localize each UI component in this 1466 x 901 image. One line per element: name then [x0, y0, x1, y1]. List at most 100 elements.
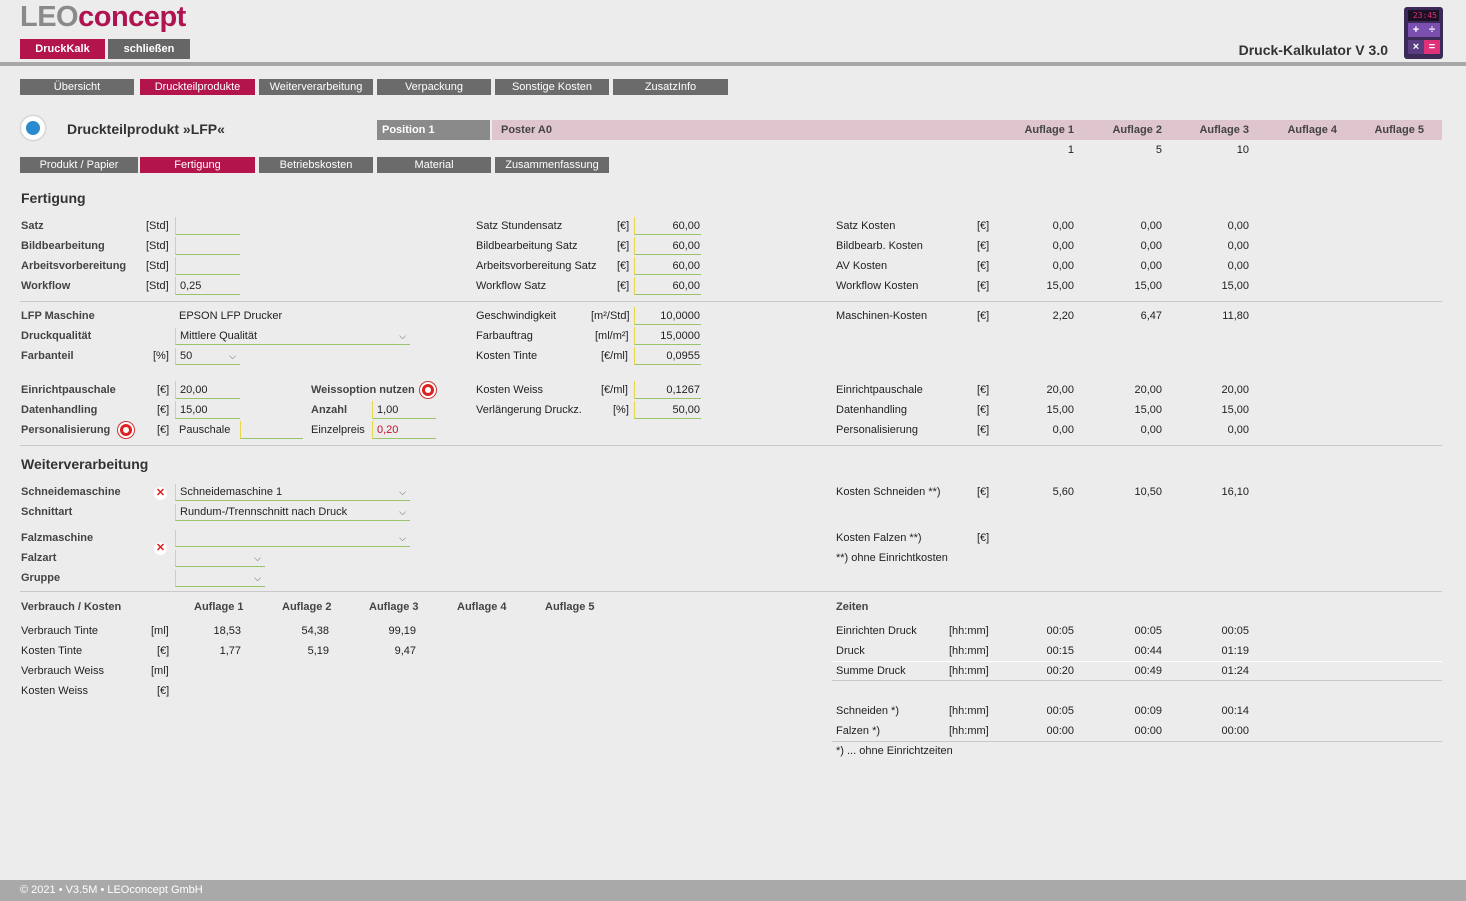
- chevron-down-icon: ⌵: [399, 507, 406, 517]
- druck-zeit-3: 01:19: [1221, 645, 1249, 657]
- auflage-header-4: Auflage 4: [1287, 124, 1337, 136]
- tab-fertigung[interactable]: Fertigung: [140, 157, 255, 173]
- tab-weiterverarbeitung[interactable]: Weiterverarbeitung: [259, 79, 373, 95]
- druckkalk-button[interactable]: DruckKalk: [20, 39, 105, 59]
- remove-falzmaschine-icon[interactable]: ✕: [154, 542, 167, 555]
- satz-stundensatz-input[interactable]: 60,00: [634, 217, 701, 235]
- kosten-weiss-input[interactable]: 0,1267: [634, 381, 701, 399]
- schneidemaschine-select[interactable]: Schneidemaschine 1 ⌵: [175, 484, 410, 501]
- satz-kosten-3: 0,00: [1227, 220, 1249, 232]
- tab-sonstige-kosten[interactable]: Sonstige Kosten: [495, 79, 609, 95]
- falzen-zeit-unit: [hh:mm]: [949, 725, 989, 737]
- tab-verpackung[interactable]: Verpackung: [377, 79, 491, 95]
- druck-zeit-2: 00:44: [1134, 645, 1162, 657]
- close-button[interactable]: schließen: [108, 39, 190, 59]
- personalisierung-input[interactable]: [240, 421, 303, 439]
- auflage-header-1: Auflage 1: [1024, 124, 1074, 136]
- bildbearbeitung-input[interactable]: [175, 237, 240, 255]
- einzelpreis-input[interactable]: 0,20: [372, 421, 436, 439]
- tab-uebersicht[interactable]: Übersicht: [20, 79, 134, 95]
- kosten-tinte-label: Kosten Tinte: [476, 350, 538, 362]
- r-einrichtpauschale-2: 20,00: [1134, 384, 1162, 396]
- auflage-header-5: Auflage 5: [1374, 124, 1424, 136]
- satz-unit: [Std]: [146, 220, 169, 232]
- verbrauch-weiss-unit: [ml]: [151, 665, 169, 677]
- chevron-down-icon: ⌵: [399, 487, 406, 497]
- einrichten-druck-label: Einrichten Druck: [836, 625, 917, 637]
- weissoption-toggle-icon[interactable]: [420, 382, 436, 398]
- r-personalisierung-label: Personalisierung: [836, 424, 918, 436]
- farbanteil-unit: [%]: [153, 350, 169, 362]
- summe-druck-unit: [hh:mm]: [949, 665, 989, 677]
- divider: [20, 445, 1442, 446]
- tab-zusammenfassung[interactable]: Zusammenfassung: [495, 157, 609, 173]
- kosten-weiss-row-unit: [€]: [157, 685, 170, 697]
- schnittart-label: Schnittart: [21, 506, 73, 518]
- divide-key-icon: ÷: [1424, 23, 1440, 37]
- position-button[interactable]: Position 1: [377, 120, 490, 140]
- druck-zeit-1: 00:15: [1046, 645, 1074, 657]
- maschinen-kosten-unit: [€]: [977, 310, 990, 322]
- remove-schneidemaschine-icon[interactable]: ✕: [154, 487, 167, 500]
- arbeitsvorbereitung-unit: [Std]: [146, 260, 169, 272]
- druckqualitaet-select[interactable]: Mittlere Qualität ⌵: [175, 328, 410, 345]
- farbauftrag-input[interactable]: 15,0000: [634, 327, 701, 345]
- datenhandling-label: Datenhandling: [21, 404, 98, 416]
- summe-druck-1: 00:20: [1046, 665, 1074, 677]
- auflage-value-3[interactable]: 10: [1236, 144, 1249, 156]
- satz-stundensatz-label: Satz Stundensatz: [476, 220, 563, 232]
- arbeitsvorbereitung-satz-input[interactable]: 60,00: [634, 257, 701, 275]
- schneidemaschine-value: Schneidemaschine 1: [180, 486, 283, 498]
- falzmaschine-select[interactable]: ⌵: [175, 530, 410, 547]
- r-datenhandling-2: 15,00: [1134, 404, 1162, 416]
- gruppe-select[interactable]: ⌵: [175, 570, 265, 587]
- kosten-tinte-input[interactable]: 0,0955: [634, 347, 701, 365]
- satz-input[interactable]: [175, 217, 240, 235]
- personalisierung-toggle-icon[interactable]: [118, 422, 134, 438]
- divider: [20, 301, 1442, 302]
- falzmaschine-label: Falzmaschine: [21, 532, 94, 544]
- section-title-weiterverarbeitung: Weiterverarbeitung: [21, 456, 149, 472]
- verbrauch-header-2: Auflage 2: [282, 601, 332, 613]
- tab-betriebskosten[interactable]: Betriebskosten: [259, 157, 373, 173]
- tab-produkt-papier[interactable]: Produkt / Papier: [20, 157, 138, 173]
- falzart-select[interactable]: ⌵: [175, 550, 265, 567]
- schnittart-select[interactable]: Rundum-/Trennschnitt nach Druck ⌵: [175, 504, 410, 521]
- einrichtpauschale-unit: [€]: [157, 384, 170, 396]
- gruppe-label: Gruppe: [21, 572, 61, 584]
- kosten-tinte-2: 5,19: [307, 645, 329, 657]
- lfp-maschine-label: LFP Maschine: [21, 310, 95, 322]
- equals-key-icon: =: [1424, 40, 1440, 54]
- workflow-satz-input[interactable]: 60,00: [634, 277, 701, 295]
- av-kosten-unit: [€]: [977, 260, 990, 272]
- back-icon[interactable]: [21, 116, 45, 140]
- maschinen-kosten-3: 11,80: [1222, 310, 1249, 322]
- kosten-schneiden-1: 5,60: [1052, 486, 1074, 498]
- av-kosten-3: 0,00: [1227, 260, 1249, 272]
- auflage-value-1[interactable]: 1: [1067, 144, 1074, 156]
- workflow-input[interactable]: 0,25: [175, 277, 240, 295]
- r-einrichtpauschale-3: 20,00: [1221, 384, 1249, 396]
- personalisierung-mode: Pauschale: [179, 424, 231, 436]
- auflage-value-2[interactable]: 5: [1155, 144, 1162, 156]
- verlaengerung-input[interactable]: 50,00: [634, 401, 701, 419]
- workflow-kosten-label: Workflow Kosten: [836, 280, 919, 292]
- kosten-schneiden-3: 16,10: [1221, 486, 1249, 498]
- verbrauch-header-5: Auflage 5: [545, 601, 595, 613]
- av-kosten-2: 0,00: [1140, 260, 1162, 272]
- einrichten-druck-unit: [hh:mm]: [949, 625, 989, 637]
- geschwindigkeit-unit: [m²/Std]: [591, 310, 630, 322]
- verbrauch-tinte-3: 99,19: [388, 625, 416, 637]
- geschwindigkeit-input[interactable]: 10,0000: [634, 307, 701, 325]
- anzahl-input[interactable]: 1,00: [372, 401, 436, 419]
- datenhandling-input[interactable]: 15,00: [175, 401, 240, 419]
- tab-druckteilprodukte[interactable]: Druckteilprodukte: [140, 79, 255, 95]
- bildbearbeitung-satz-input[interactable]: 60,00: [634, 237, 701, 255]
- kosten-weiss-row-label: Kosten Weiss: [21, 685, 89, 697]
- personalisierung-unit: [€]: [157, 424, 170, 436]
- tab-zusatzinfo[interactable]: ZusatzInfo: [613, 79, 728, 95]
- arbeitsvorbereitung-input[interactable]: [175, 257, 240, 275]
- farbanteil-select[interactable]: 50 ⌵: [175, 348, 240, 365]
- einrichtpauschale-input[interactable]: 20,00: [175, 381, 240, 399]
- tab-material[interactable]: Material: [377, 157, 491, 173]
